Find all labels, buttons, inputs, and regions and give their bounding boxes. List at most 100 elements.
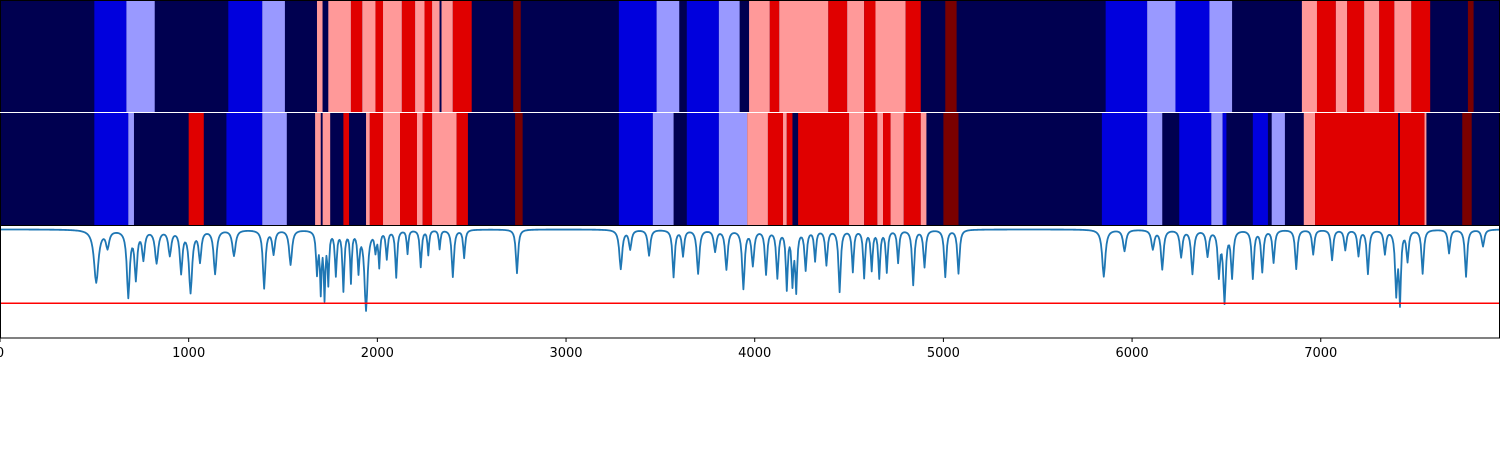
heatmap-segment [343,113,350,225]
heatmap-segment [1301,0,1317,112]
heatmap-segment [686,0,719,112]
heatmap-segment [877,113,884,225]
heatmap-segment [400,113,417,225]
heatmap-segment [1147,0,1176,112]
heatmap-segment [366,113,370,225]
heatmap-segment [883,113,891,225]
heatmap-segment [369,113,384,225]
heatmap-segment [94,113,129,225]
heatmap-segment [401,0,416,112]
x-tick-label: 3000 [549,346,582,361]
heatmap-segment [1105,0,1148,112]
heatmap-segment [828,0,848,112]
heatmap-segment [618,0,657,112]
heatmap-segment [847,0,865,112]
heatmap-segment [1467,0,1474,112]
heatmap-segment [798,113,850,225]
heatmap-segment [1222,113,1227,225]
x-tick-label: 0 [0,346,4,361]
heatmap-segment [864,113,878,225]
heatmap-segment [1347,0,1365,112]
heatmap-segment [1335,0,1348,112]
heatmap-segment [864,0,876,112]
heatmap-segment [890,113,904,225]
heatmap-track-1 [0,0,1500,112]
heatmap-segment [416,113,423,225]
heatmap-segment [515,113,523,225]
heatmap-segment [456,113,468,225]
heatmap-segment [383,113,400,225]
heatmap-segment [328,0,351,112]
heatmap-segment [767,113,784,225]
heatmap-segment [350,0,363,112]
heatmap-track-2 [0,113,1500,225]
heatmap-segment [656,0,680,112]
heatmap-segment [786,113,793,225]
heatmap-segment [1211,113,1223,225]
heatmap-segment [188,113,204,225]
heatmap-segment [920,113,927,225]
heatmap-segment [1101,113,1148,225]
heatmap-segment [1209,0,1233,112]
heatmap-segment [262,113,287,225]
heatmap-segment [905,0,921,112]
heatmap-segment [1316,0,1336,112]
heatmap-segment [513,0,521,112]
heatmap-segment [718,113,748,225]
heatmap-segment [322,0,329,112]
heatmap-segment [1179,113,1212,225]
heatmap-segment [262,0,285,112]
heatmap-segment [439,0,442,112]
heatmap-segment [1364,0,1380,112]
heatmap-segment [849,113,865,225]
heatmap-segment [452,0,472,112]
heatmap-segment [749,0,770,112]
heatmap-segment [432,0,440,112]
heatmap-segment [943,113,959,225]
heatmap-segment [415,0,425,112]
heatmap-segment [1252,113,1268,225]
heatmap-segment [316,0,323,112]
heatmap-segment [875,0,906,112]
heatmap-segment [783,113,787,225]
heatmap-segment [383,0,402,112]
heatmap-segment [1315,113,1399,225]
heatmap-segment [128,113,134,225]
x-tick-label: 4000 [738,346,771,361]
heatmap-segment [618,113,653,225]
heatmap-segment [424,0,433,112]
heatmap-segment [718,0,740,112]
x-tick-label: 2000 [361,346,394,361]
heatmap-segment [1424,113,1427,225]
heatmap-segment [228,0,263,112]
signal-line [0,228,1500,312]
heatmap-segment [945,0,957,112]
heatmap-segment [1462,113,1472,225]
x-tick-label: 6000 [1116,346,1149,361]
heatmap-segment [94,0,127,112]
heatmap-segment [1394,0,1412,112]
heatmap-segment [686,113,719,225]
heatmap-segment [747,113,768,225]
heatmap-segment [432,113,457,225]
heatmap-segment [322,113,331,225]
heatmap-segment [441,0,453,112]
x-tick-label: 5000 [927,346,960,361]
x-tick-label: 7000 [1304,346,1337,361]
heatmap-segment [1147,113,1163,225]
heatmap-segment [362,0,376,112]
heatmap-segment [1379,0,1395,112]
heatmap-segment [315,113,321,225]
heatmap-segment [1271,113,1285,225]
heatmap-segment [422,113,433,225]
heatmap-segment [903,113,921,225]
heatmap-segment [1175,0,1210,112]
signal-panel [0,0,1500,339]
heatmap-segment [779,0,829,112]
heatmap-segment [1400,113,1425,225]
heatmap-segment [769,0,780,112]
heatmap-segment [1411,0,1431,112]
x-tick-label: 1000 [172,346,205,361]
heatmap-segment [375,0,384,112]
